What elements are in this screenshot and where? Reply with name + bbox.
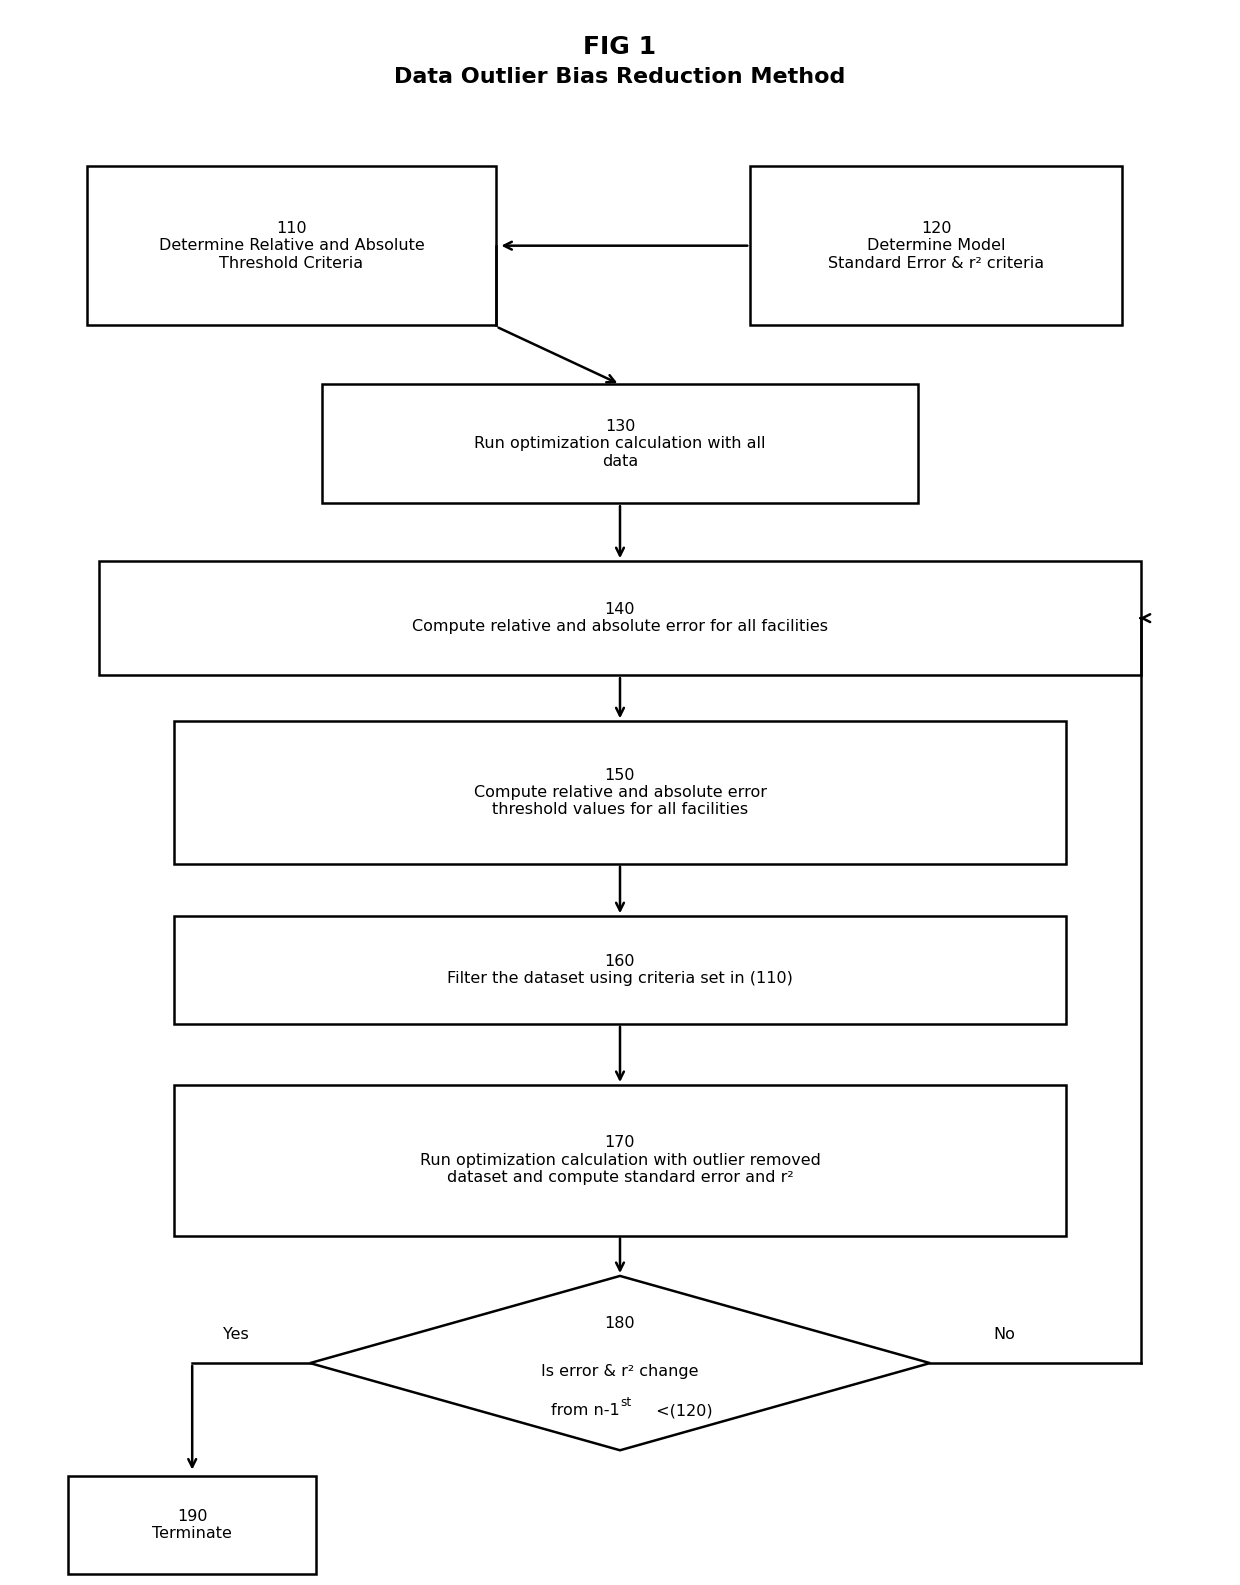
Text: 190
Terminate: 190 Terminate: [153, 1509, 232, 1541]
Text: 180: 180: [605, 1316, 635, 1331]
Text: 110
Determine Relative and Absolute
Threshold Criteria: 110 Determine Relative and Absolute Thre…: [159, 220, 424, 271]
Polygon shape: [310, 1276, 930, 1450]
Text: 150
Compute relative and absolute error
threshold values for all facilities: 150 Compute relative and absolute error …: [474, 767, 766, 818]
Text: 140
Compute relative and absolute error for all facilities: 140 Compute relative and absolute error …: [412, 602, 828, 634]
Text: Is error & r² change: Is error & r² change: [541, 1363, 699, 1379]
Text: from n-1: from n-1: [552, 1403, 620, 1419]
Text: 120
Determine Model
Standard Error & r² criteria: 120 Determine Model Standard Error & r² …: [828, 220, 1044, 271]
Text: 160
Filter the dataset using criteria set in (110): 160 Filter the dataset using criteria se…: [448, 954, 792, 986]
FancyBboxPatch shape: [99, 561, 1141, 675]
Text: 170
Run optimization calculation with outlier removed
dataset and compute standa: 170 Run optimization calculation with ou…: [419, 1135, 821, 1186]
FancyBboxPatch shape: [68, 1476, 316, 1574]
Text: <(120): <(120): [651, 1403, 713, 1419]
FancyBboxPatch shape: [174, 1084, 1066, 1236]
FancyBboxPatch shape: [174, 721, 1066, 864]
Text: 130
Run optimization calculation with all
data: 130 Run optimization calculation with al…: [474, 418, 766, 469]
FancyBboxPatch shape: [322, 385, 918, 502]
Text: No: No: [993, 1327, 1016, 1342]
Text: Yes: Yes: [223, 1327, 248, 1342]
Text: FIG 1: FIG 1: [584, 35, 656, 59]
FancyBboxPatch shape: [174, 916, 1066, 1024]
Text: Data Outlier Bias Reduction Method: Data Outlier Bias Reduction Method: [394, 67, 846, 87]
Text: st: st: [620, 1396, 631, 1409]
FancyBboxPatch shape: [87, 166, 496, 325]
FancyBboxPatch shape: [750, 166, 1122, 325]
